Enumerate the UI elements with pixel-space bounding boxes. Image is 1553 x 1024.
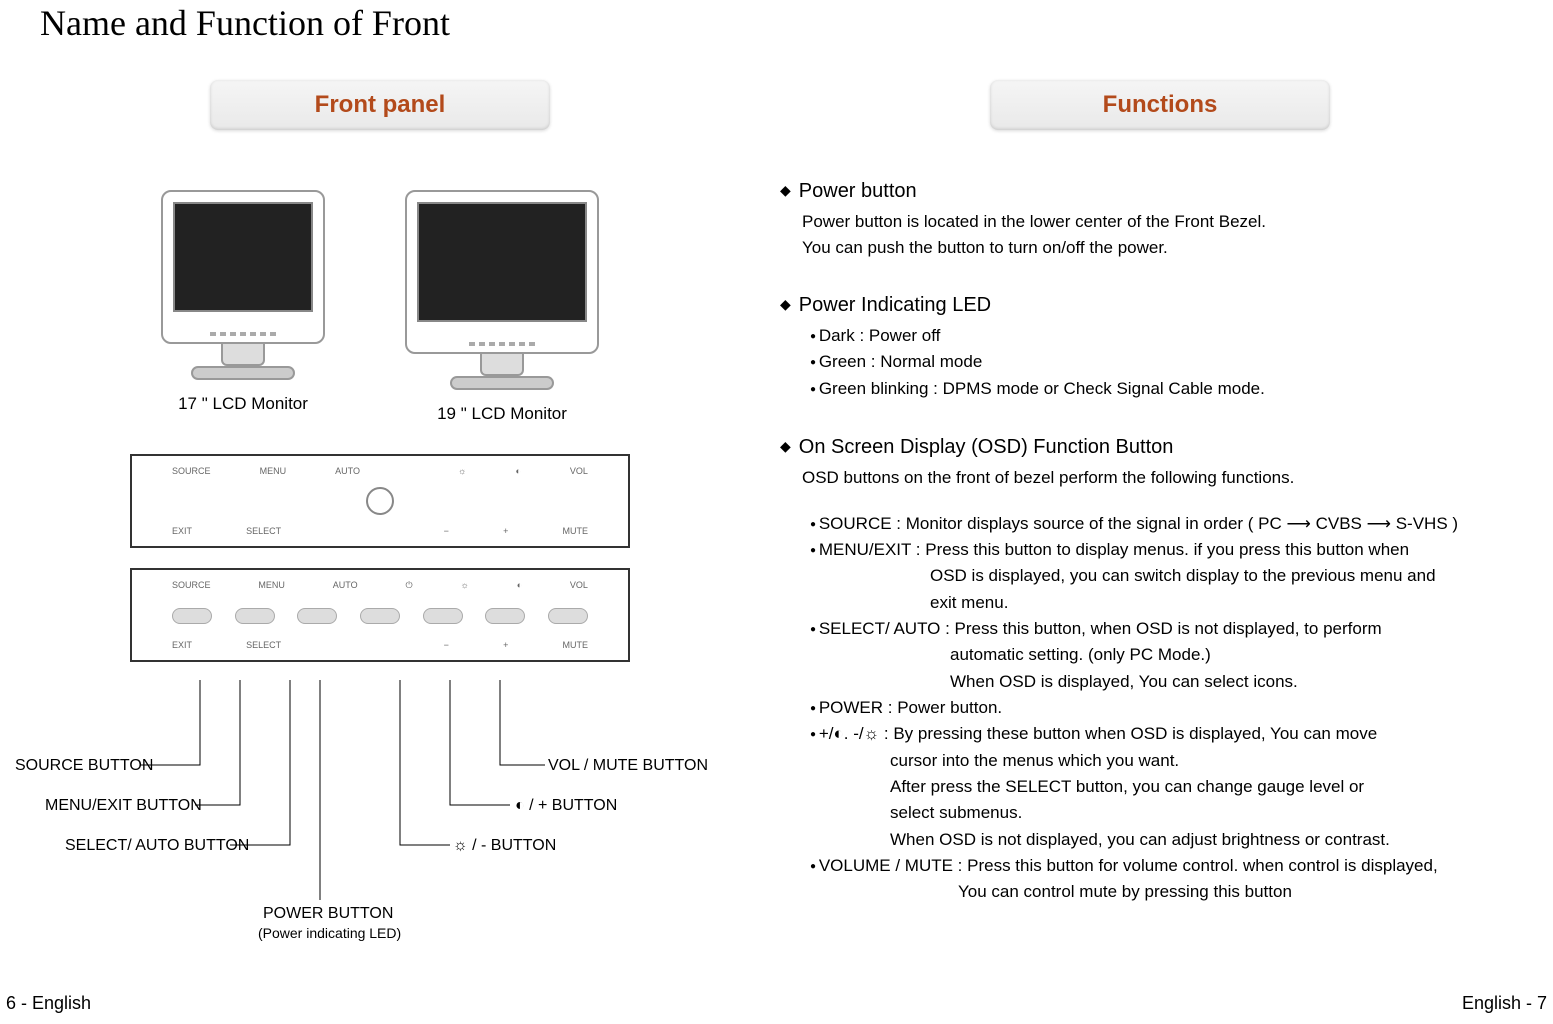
panel-label: MENU bbox=[258, 580, 285, 591]
osd-bullets: SOURCE : Monitor displays source of the … bbox=[780, 511, 1540, 906]
osd-arrows-cont: select submenus. bbox=[810, 800, 1540, 826]
osd-select-cont: automatic setting. (only PC Mode.) bbox=[810, 642, 1540, 668]
osd-volume-cont: You can control mute by pressing this bu… bbox=[810, 879, 1540, 905]
panel-label: MUTE bbox=[563, 526, 589, 536]
callout-power-sub: (Power indicating LED) bbox=[258, 925, 401, 941]
panel-label: AUTO bbox=[333, 580, 358, 591]
callout-bright-minus: ☼ / - BUTTON bbox=[453, 837, 556, 855]
panel-label: ◐ bbox=[517, 580, 522, 591]
callout-labels: SOURCE BUTTON MENU/EXIT BUTTON SELECT/ A… bbox=[0, 620, 760, 1000]
functions-tab: Functions bbox=[990, 80, 1330, 130]
osd-volume: VOLUME / MUTE : Press this button for vo… bbox=[810, 853, 1540, 879]
func-heading-text: Power Indicating LED bbox=[799, 294, 991, 316]
osd-source: SOURCE : Monitor displays source of the … bbox=[810, 511, 1540, 537]
osd-menu-cont: OSD is displayed, you can switch display… bbox=[810, 563, 1540, 589]
panel-label: SOURCE bbox=[172, 580, 211, 591]
callout-menu: MENU/EXIT BUTTON bbox=[45, 797, 202, 815]
panel-label: ⏻ bbox=[405, 580, 412, 591]
monitor-17-label: 17 " LCD Monitor bbox=[161, 394, 325, 414]
func-power-button: Power button Power button is located in … bbox=[780, 180, 1540, 260]
func-heading-text: Power button bbox=[799, 180, 917, 202]
panel-label: VOL bbox=[570, 466, 588, 476]
monitor-illustrations: 17 " LCD Monitor 19 " LCD Monitor bbox=[0, 190, 760, 424]
func-desc: Power button is located in the lower cen… bbox=[802, 209, 1540, 235]
monitor-19: 19 " LCD Monitor bbox=[405, 190, 599, 424]
monitor-17: 17 " LCD Monitor bbox=[161, 190, 325, 424]
power-icon bbox=[366, 487, 394, 515]
osd-arrows-cont: When OSD is not displayed, you can adjus… bbox=[810, 827, 1540, 853]
panel-label: ☼ bbox=[458, 466, 466, 476]
panel-label: VOL bbox=[570, 580, 588, 591]
func-desc: OSD buttons on the front of bezel perfor… bbox=[802, 465, 1540, 491]
panel-label: + bbox=[503, 526, 508, 536]
panel-label: AUTO bbox=[335, 466, 360, 476]
button-panel-1: SOURCE MENU AUTO ☼ ◐ VOL EXIT SELECT − +… bbox=[130, 454, 630, 548]
osd-arrows-cont: After press the SELECT button, you can c… bbox=[810, 774, 1540, 800]
panel-label: − bbox=[444, 526, 449, 536]
footer-right: English - 7 bbox=[1462, 993, 1547, 1014]
osd-menu: MENU/EXIT : Press this button to display… bbox=[810, 537, 1540, 563]
led-sub: Green : Normal mode bbox=[810, 349, 1540, 375]
panel-label: MENU bbox=[260, 466, 287, 476]
led-sub: Green blinking : DPMS mode or Check Sign… bbox=[810, 376, 1540, 402]
osd-arrows: +/◐. -/☼ : By pressing these button when… bbox=[810, 721, 1540, 747]
monitor-19-label: 19 " LCD Monitor bbox=[405, 404, 599, 424]
panel-label: ◐ bbox=[515, 466, 520, 476]
panel-label: SOURCE bbox=[172, 466, 211, 476]
osd-select-cont: When OSD is displayed, You can select ic… bbox=[810, 669, 1540, 695]
osd-power: POWER : Power button. bbox=[810, 695, 1540, 721]
front-panel-tab: Front panel bbox=[210, 80, 550, 130]
footer-left: 6 - English bbox=[6, 993, 91, 1014]
functions-list: Power button Power button is located in … bbox=[780, 180, 1540, 906]
page-title: Name and Function of Front bbox=[40, 2, 450, 44]
osd-select: SELECT/ AUTO : Press this button, when O… bbox=[810, 616, 1540, 642]
callout-select: SELECT/ AUTO BUTTON bbox=[65, 837, 249, 855]
front-panel-column: Front panel 17 " LCD Monitor 19 " LCD Mo… bbox=[0, 80, 760, 682]
func-desc: You can push the button to turn on/off t… bbox=[802, 235, 1540, 261]
panel-label: EXIT bbox=[172, 526, 192, 536]
func-power-led: Power Indicating LED Dark : Power off Gr… bbox=[780, 294, 1540, 402]
functions-column: Functions Power button Power button is l… bbox=[780, 80, 1540, 906]
callout-contrast-plus: ◐ / + BUTTON bbox=[515, 797, 617, 815]
panel-label: ☼ bbox=[460, 580, 468, 591]
led-sub: Dark : Power off bbox=[810, 323, 1540, 349]
callout-vol: VOL / MUTE BUTTON bbox=[548, 757, 708, 775]
callout-source: SOURCE BUTTON bbox=[15, 757, 153, 775]
callout-power: POWER BUTTON bbox=[263, 905, 393, 923]
panel-label: SELECT bbox=[246, 526, 281, 536]
osd-menu-cont: exit menu. bbox=[810, 590, 1540, 616]
func-osd: On Screen Display (OSD) Function Button … bbox=[780, 436, 1540, 491]
osd-arrows-cont: cursor into the menus which you want. bbox=[810, 748, 1540, 774]
func-heading-text: On Screen Display (OSD) Function Button bbox=[799, 436, 1174, 458]
